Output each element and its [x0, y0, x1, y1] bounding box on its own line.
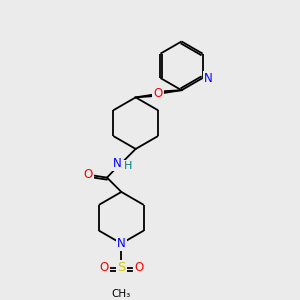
- Text: O: O: [100, 261, 109, 274]
- Text: N: N: [112, 157, 121, 170]
- Text: N: N: [117, 237, 126, 250]
- Text: S: S: [117, 261, 125, 274]
- Text: H: H: [124, 160, 132, 171]
- Text: CH₃: CH₃: [112, 290, 131, 299]
- Text: N: N: [204, 71, 213, 85]
- Text: O: O: [134, 261, 143, 274]
- Text: O: O: [153, 87, 163, 100]
- Text: O: O: [84, 168, 93, 181]
